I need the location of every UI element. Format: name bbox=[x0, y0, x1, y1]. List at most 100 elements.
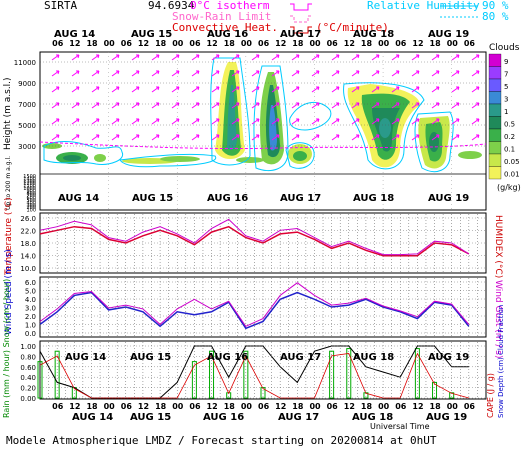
colorbar-swatch bbox=[488, 128, 502, 142]
hour-tick-label: 18 bbox=[155, 39, 167, 48]
wind-arrow bbox=[311, 134, 320, 141]
wind-arrow bbox=[391, 54, 400, 61]
height-axis-label: Height (m a.s.l.) bbox=[3, 77, 13, 150]
y-tick-label: 14.0 bbox=[20, 253, 36, 261]
wind-arrow bbox=[411, 102, 420, 109]
temperature-axis-ticks: 26.0 22.0 18.0 14.0 10.0 bbox=[20, 215, 486, 273]
day-label: AUG 19 bbox=[428, 29, 469, 40]
day-label: AUG 14 bbox=[65, 352, 106, 363]
y-tick-label: 0.80 bbox=[20, 353, 36, 361]
wind-arrow bbox=[451, 54, 460, 61]
y-tick-label: 1300 bbox=[23, 179, 36, 185]
colorbar-swatch bbox=[488, 153, 502, 167]
day-label: AUG 15 bbox=[131, 29, 172, 40]
station-coords: 94.6934 bbox=[148, 0, 195, 12]
legend-humidity-label: Relative Humidity bbox=[367, 0, 480, 12]
wind-arrow bbox=[351, 102, 360, 109]
wind-arrow bbox=[131, 134, 140, 141]
y-tick-label: 600 bbox=[26, 196, 36, 202]
wind-arrow bbox=[431, 102, 440, 109]
wind-arrow bbox=[131, 70, 140, 77]
hour-tick-label: 00 bbox=[309, 39, 321, 48]
wind-arrow bbox=[291, 70, 300, 77]
y-tick-label: 1400 bbox=[23, 176, 36, 182]
wind-arrow bbox=[71, 102, 80, 109]
y-tick-label: 11000 bbox=[14, 59, 36, 67]
wind-arrow bbox=[311, 54, 320, 61]
wind-arrow bbox=[71, 54, 80, 61]
y-tick-label: 4.0 bbox=[25, 296, 36, 304]
day-label: AUG 18 bbox=[353, 352, 394, 363]
humidity-contour bbox=[253, 65, 289, 172]
y-tick-label: 3000 bbox=[18, 143, 36, 151]
wind-arrow bbox=[191, 102, 200, 109]
day-label: AUG 17 bbox=[280, 352, 321, 363]
humidity-contour bbox=[289, 102, 332, 131]
mid-day-labels: AUG 14 AUG 15 AUG 16 AUG 17 AUG 18 AUG 1… bbox=[58, 193, 469, 204]
colorbar-tick-label: 0.1 bbox=[504, 146, 515, 154]
wind-arrow bbox=[431, 134, 440, 141]
wind-arrow bbox=[311, 118, 320, 125]
y-tick-label: 300 bbox=[26, 203, 36, 209]
y-tick-label: 22.0 bbox=[20, 228, 36, 236]
y-tick-label: 2.0 bbox=[25, 313, 36, 321]
isotherm-line bbox=[39, 141, 487, 150]
wind-arrow bbox=[71, 86, 80, 93]
wind-gust-axis-label: Wind Gust (m / s) bbox=[493, 280, 503, 358]
x-axis-label: Universal Time bbox=[370, 422, 430, 431]
y-tick-label: 1000 bbox=[23, 186, 36, 192]
hour-tick-label: 12 bbox=[344, 39, 355, 48]
temperature-axis-label: Temperature (°C) bbox=[4, 197, 14, 276]
wind-arrow bbox=[451, 118, 460, 125]
hour-tick-label: 00 bbox=[104, 402, 116, 411]
legend-humidity-80: 80 % bbox=[482, 10, 509, 23]
y-tick-label: 1200 bbox=[23, 181, 36, 187]
wind-arrow bbox=[171, 118, 180, 125]
wind-arrow bbox=[471, 134, 480, 141]
colorbar-swatch bbox=[488, 78, 502, 92]
colorbar-swatch bbox=[488, 53, 502, 67]
wind-arrow bbox=[371, 118, 380, 125]
y-tick-label: 1.0 bbox=[25, 322, 36, 330]
humidity-contour bbox=[210, 57, 251, 166]
wind-arrow bbox=[431, 86, 440, 93]
wind-arrow bbox=[351, 70, 360, 77]
hour-tick-label: 12 bbox=[69, 402, 80, 411]
colorbar-tick-label: 0.2 bbox=[504, 133, 515, 141]
wind-arrow bbox=[251, 86, 260, 93]
wind-arrow bbox=[51, 86, 60, 93]
colorbar-swatch bbox=[488, 141, 502, 155]
wind-arrow bbox=[211, 118, 220, 125]
colorbar-tick-label: 9 bbox=[504, 58, 508, 66]
y-tick-label: 1100 bbox=[23, 184, 36, 190]
hour-tick-label: 00 bbox=[104, 39, 116, 48]
wind-arrow bbox=[411, 70, 420, 77]
wind-arrow bbox=[111, 102, 120, 109]
hour-tick-label: 12 bbox=[275, 39, 286, 48]
y-tick-label: 400 bbox=[26, 200, 36, 206]
top-day-labels: AUG 14 AUG 15 AUG 16 AUG 17 AUG 18 AUG 1… bbox=[54, 29, 469, 40]
hour-tick-label: 12 bbox=[138, 39, 149, 48]
wind-arrow bbox=[191, 134, 200, 141]
legend-isotherm-line bbox=[290, 3, 312, 11]
hour-tick-label: 06 bbox=[464, 39, 476, 48]
hour-tick-label: 18 bbox=[430, 402, 442, 411]
rain-bar bbox=[432, 381, 438, 399]
legend-humidity-90: 90 % bbox=[482, 0, 509, 12]
wind-arrow bbox=[351, 54, 360, 61]
wind-arrow bbox=[211, 70, 220, 77]
hour-tick-label: 00 bbox=[172, 402, 184, 411]
wind-arrow bbox=[171, 102, 180, 109]
wind-arrow bbox=[391, 134, 400, 141]
wind-arrow bbox=[171, 54, 180, 61]
hour-tick-label: 00 bbox=[447, 39, 459, 48]
colorbar-tick-label: 7 bbox=[504, 71, 508, 79]
rain-bar bbox=[414, 348, 420, 399]
wind-arrow bbox=[251, 54, 260, 61]
hour-tick-label: 12 bbox=[207, 39, 218, 48]
hour-tick-label: 00 bbox=[378, 402, 390, 411]
y-tick-label: 800 bbox=[26, 191, 36, 197]
hour-tick-label: 06 bbox=[258, 402, 270, 411]
wind-arrow bbox=[111, 118, 120, 125]
day-label: AUG 15 bbox=[130, 352, 171, 363]
